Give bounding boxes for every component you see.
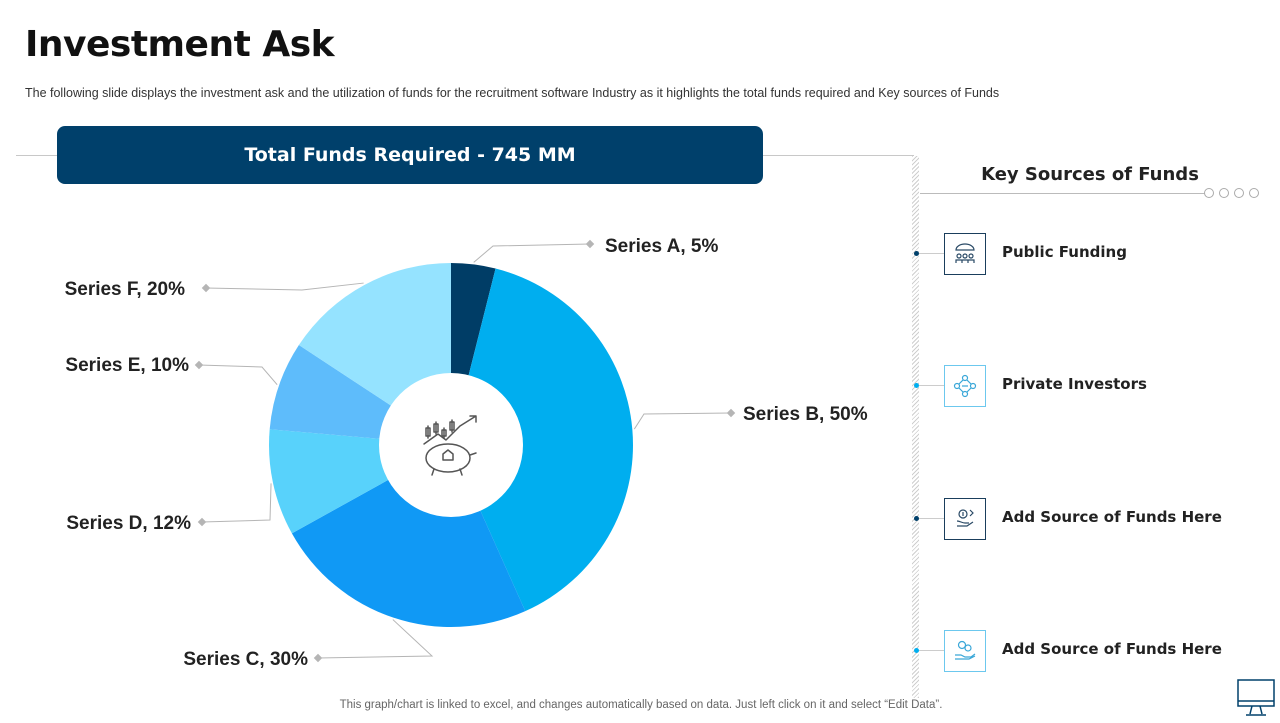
source-label: Public Funding <box>1002 243 1127 261</box>
data-label: Series F, 20% <box>65 279 186 300</box>
source-item-add-source-1[interactable]: Add Source of Funds Here <box>912 498 1272 540</box>
money-flow-icon <box>944 498 986 540</box>
source-label: Private Investors <box>1002 375 1147 393</box>
slice-series-b[interactable] <box>451 268 633 612</box>
vertical-divider <box>912 156 919 698</box>
monitor-icon[interactable] <box>1236 678 1276 723</box>
sources-title-rule <box>920 193 1208 194</box>
footer-note: This graph/chart is linked to excel, and… <box>339 699 943 711</box>
piggy-bank-growth-icon <box>423 415 477 476</box>
leader-marker <box>201 283 211 293</box>
leader-marker <box>194 360 204 370</box>
source-connector <box>919 253 944 254</box>
leader-marker <box>197 517 207 527</box>
source-connector <box>919 650 944 651</box>
leader-marker <box>726 408 736 418</box>
leader-line <box>201 483 272 523</box>
people-funding-icon <box>944 233 986 275</box>
sources-title: Key Sources of Funds <box>981 164 1199 185</box>
source-bullet <box>914 648 919 653</box>
data-label: Series E, 10% <box>65 355 189 376</box>
source-bullet <box>914 383 919 388</box>
donut-chart[interactable]: Series A, 5% Series B, 50% Series C, 30% Se… <box>0 0 912 700</box>
leader-line <box>633 412 732 430</box>
source-item-add-source-2[interactable]: Add Source of Funds Here <box>912 630 1272 672</box>
leader-line <box>198 364 278 386</box>
banner-right-rule <box>762 155 914 156</box>
leader-line <box>317 619 434 659</box>
investors-network-icon <box>944 365 986 407</box>
banner-left-rule <box>16 155 58 156</box>
leader-line <box>205 282 364 291</box>
source-item-private-investors[interactable]: Private Investors <box>912 365 1272 407</box>
data-label: Series A, 5% <box>605 236 718 257</box>
data-label: Series D, 12% <box>66 513 191 534</box>
leader-marker <box>313 653 323 663</box>
source-bullet <box>914 516 919 521</box>
source-bullet <box>914 251 919 256</box>
source-item-public-funding[interactable]: Public Funding <box>912 233 1272 275</box>
decorative-dots <box>1204 188 1264 206</box>
source-connector <box>919 385 944 386</box>
total-funds-banner: Total Funds Required - 745 MM <box>57 126 763 184</box>
total-funds-text: Total Funds Required - 745 MM <box>244 144 576 166</box>
page-subtitle: The following slide displays the investm… <box>25 86 1000 100</box>
page-title: Investment Ask <box>25 24 335 65</box>
hand-coin-icon <box>944 630 986 672</box>
data-label: Series C, 30% <box>183 649 308 670</box>
source-connector <box>919 518 944 519</box>
data-label: Series B, 50% <box>743 404 868 425</box>
donut-hole <box>379 373 523 517</box>
source-label: Add Source of Funds Here <box>1002 640 1222 658</box>
source-label: Add Source of Funds Here <box>1002 508 1222 526</box>
leader-line <box>473 243 591 263</box>
leader-marker <box>585 239 595 249</box>
